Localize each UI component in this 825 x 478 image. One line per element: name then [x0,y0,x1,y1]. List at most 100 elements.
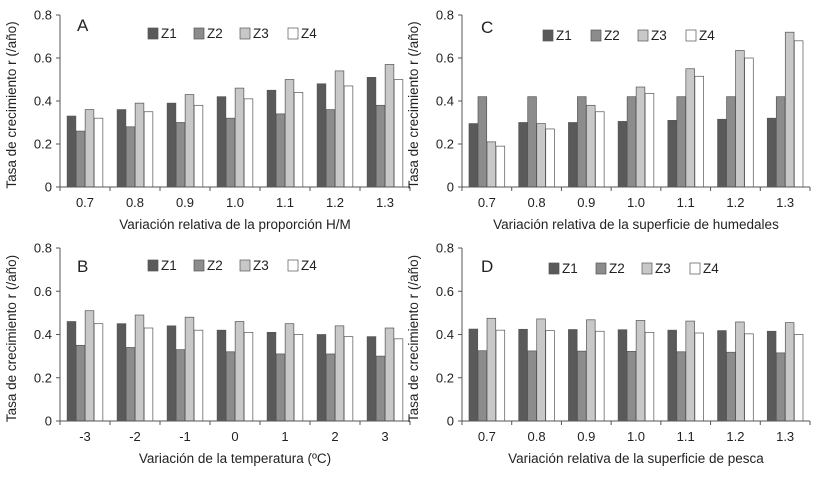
legend-label-z4: Z4 [301,26,317,41]
bar-z3 [685,68,695,188]
chart-panel-a: 0 0.2 0.4 0.6 0.8 0.7 0.8 0.9 1.0 1.1 1.2 1.3 Variac… [4,8,411,232]
bar-z1 [166,325,177,422]
bar-z3 [334,325,345,422]
bar-z3 [735,321,745,422]
bar-z2 [175,122,186,188]
bar-z1 [366,76,377,188]
legend-label-z4: Z4 [699,28,715,43]
bar-z4 [293,92,304,188]
panel-label: C [481,18,493,37]
legend-swatch-z4 [287,259,299,272]
bar-z3 [586,319,596,422]
panel-label: A [77,16,89,35]
legend-swatch-z4 [689,262,701,275]
bar-z4 [595,111,605,188]
legend-swatch-z1 [542,29,554,42]
legend-swatch-z1 [548,262,560,275]
bar-z3 [284,79,295,188]
bar-z1 [266,331,277,422]
y-tick-label: 0.2 [436,137,454,152]
bar-z1 [766,330,777,422]
bar-z4 [644,93,655,188]
legend-label-z2: Z2 [604,28,620,43]
x-tick-label: 0 [231,429,238,444]
legend-label-z2: Z2 [207,26,223,41]
bar-z3 [635,86,646,188]
bar-z2 [225,351,236,422]
bar-z2 [527,96,537,188]
bar-z4 [93,323,104,422]
y-tick-label: 0.4 [34,327,52,342]
x-tick-label: 3 [381,429,388,444]
bar-z2 [325,353,336,422]
bar-z2 [175,349,186,422]
y-tick-label: 0.4 [436,327,454,342]
legend-swatch-z1 [147,259,159,272]
y-tick-label: 0.8 [436,8,454,23]
bar-z4 [744,333,754,422]
legend-swatch-z2 [193,259,205,272]
bar-z1 [366,336,377,422]
bar-z1 [766,117,777,188]
legend-label-z1: Z1 [562,261,578,276]
legend: Z1 Z2 Z3 Z4 [147,258,317,273]
x-tick-label: 1.2 [726,429,744,444]
bar-z3 [184,316,195,422]
legend-label-z2: Z2 [609,261,625,276]
y-tick-label: 0.2 [34,370,52,385]
bar-z3 [784,31,795,188]
bar-z4 [545,128,555,188]
y-tick-label: 0.6 [34,284,52,299]
bar-z3 [384,64,395,188]
bar-z3 [735,50,745,188]
bar-z2 [676,351,686,422]
bar-z2 [726,351,736,422]
bar-z1 [166,102,177,188]
bar-z1 [316,334,327,422]
bar-z2 [626,96,637,188]
x-tick-label: 0.9 [577,195,595,210]
bar-z4 [343,336,354,422]
x-tick-label: 1.2 [726,195,744,210]
bar-z4 [744,57,754,188]
x-tick-label: 0.9 [577,429,595,444]
x-tick-label: 1.0 [627,429,645,444]
legend-swatch-z3 [239,259,251,272]
panel-label: D [481,257,493,276]
legend-swatch-z4 [685,29,697,42]
legend: Z1 Z2 Z3 Z4 [542,28,715,43]
x-tick-label: -1 [179,429,191,444]
legend-label-z1: Z1 [161,26,177,41]
x-tick-label: -3 [79,429,91,444]
x-tick-label: 1.0 [627,195,645,210]
y-axis-label: Tasa de crecimiento r (/año) [4,21,19,188]
bar-z2 [527,350,537,422]
bar-z3 [84,109,95,188]
bar-z3 [134,102,145,188]
legend-swatch-z4 [287,27,299,40]
bar-z1 [216,96,227,188]
bar-z4 [393,79,404,188]
legend-label-z4: Z4 [703,261,719,276]
bar-z4 [243,331,254,422]
y-axis-label: Tasa de crecimiento r (/año) [406,255,421,422]
legend-swatch-z2 [193,27,205,40]
legend-swatch-z1 [147,27,159,40]
x-tick-label: 0.7 [478,429,496,444]
bar-z2 [75,344,86,422]
bar-z4 [393,338,404,422]
y-tick-label: 0 [447,414,454,429]
bar-z3 [184,94,195,188]
bar-z1 [468,123,479,188]
x-tick-label: 1.1 [276,195,294,210]
legend-label-z1: Z1 [161,258,177,273]
x-axis-label: Variación relativa de la proporción H/M [119,217,351,232]
bar-z4 [293,334,304,422]
x-tick-label: 1.1 [677,429,695,444]
bar-z4 [495,329,506,422]
x-tick-label: 1.3 [776,429,794,444]
bar-z2 [75,130,86,188]
bar-z2 [477,350,488,422]
bar-z3 [486,141,497,188]
